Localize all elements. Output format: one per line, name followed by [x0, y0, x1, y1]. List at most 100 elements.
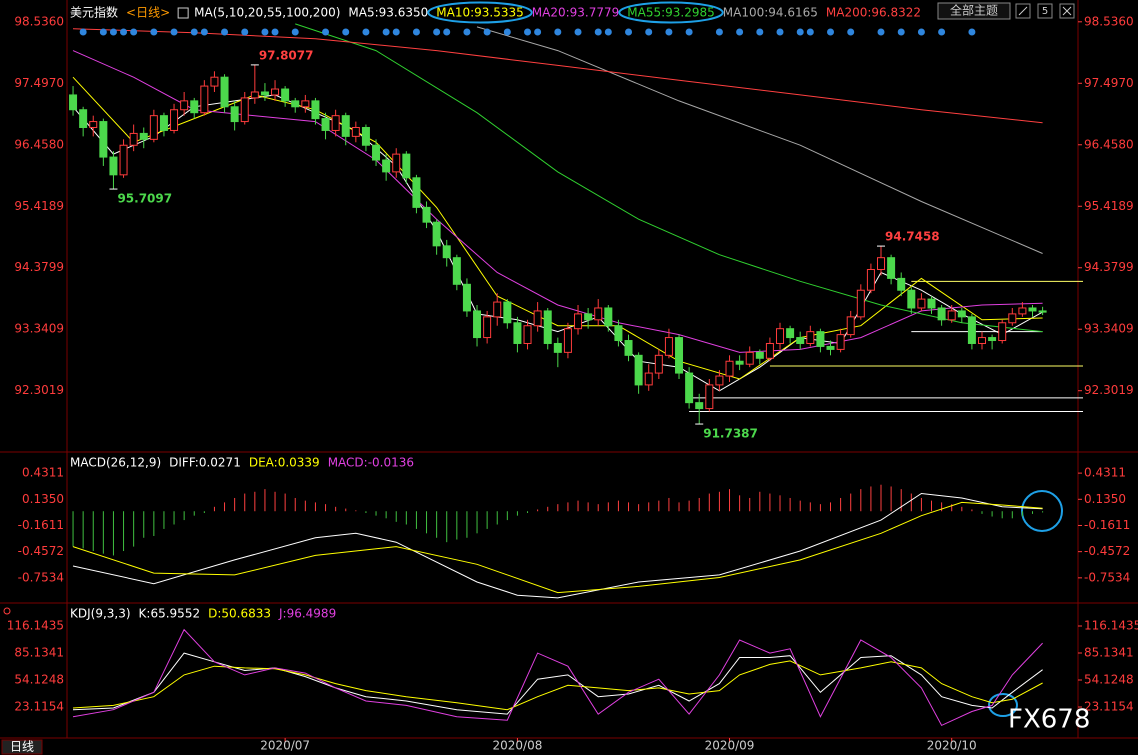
signal-dot — [109, 28, 117, 36]
y-tick-label: 97.4970 — [14, 76, 64, 90]
signal-dot — [382, 28, 390, 36]
candle-body — [129, 132, 138, 146]
candle-body — [321, 118, 330, 131]
candle-body — [372, 144, 381, 161]
candle-body — [826, 345, 835, 350]
signal-dot — [342, 28, 350, 36]
candle-body — [856, 289, 865, 318]
y-tick-label: -0.7534 — [18, 570, 64, 584]
signal-dot — [362, 28, 370, 36]
signal-dot — [150, 28, 158, 36]
y-tick-label: -0.4572 — [18, 544, 64, 558]
indicator-label: MA(5,10,20,55,100,200) — [194, 6, 340, 20]
candle-body — [705, 384, 714, 410]
signal-dot — [433, 28, 441, 36]
x-tick-label: 2020/08 — [492, 739, 542, 753]
signal-dot — [534, 28, 542, 36]
signal-dot — [190, 28, 198, 36]
candle-body — [917, 298, 926, 309]
candle-body — [361, 126, 370, 146]
signal-dot — [463, 28, 471, 36]
candle-body — [786, 328, 795, 339]
signal-dot — [120, 28, 128, 36]
candle-body — [402, 153, 411, 179]
candle-body — [412, 177, 421, 208]
extreme-label: 97.8077 — [259, 48, 314, 62]
signal-dot — [392, 28, 400, 36]
candle-body — [159, 115, 168, 131]
candle-body — [594, 307, 603, 321]
candle-body — [382, 159, 391, 173]
candle-body — [230, 106, 239, 123]
theme-button[interactable] — [937, 2, 1011, 20]
candle-body — [755, 351, 764, 359]
signal-dot — [322, 28, 330, 36]
panel-icon — [177, 7, 189, 19]
y-tick-label: -0.4572 — [1084, 544, 1130, 558]
legend-item: MA20:93.7779 — [532, 6, 620, 20]
candle-body — [341, 115, 350, 137]
signal-dot — [776, 28, 784, 36]
period-tab[interactable] — [1, 739, 43, 755]
x-tick-label: 2020/07 — [260, 739, 310, 753]
signal-dot — [625, 28, 633, 36]
signal-dot — [756, 28, 764, 36]
panel-title: 美元指数 — [70, 5, 118, 20]
candle-body — [563, 328, 572, 353]
candle-body — [664, 337, 673, 356]
candle-body — [513, 322, 522, 344]
y-tick-label: 23.1154 — [1084, 699, 1134, 713]
candle-body — [634, 354, 643, 386]
candle-body — [806, 331, 815, 344]
signal-dot — [665, 28, 673, 36]
candle-body — [473, 310, 482, 339]
period-tab-label[interactable]: 日线 — [10, 740, 34, 754]
candle-body — [119, 144, 128, 176]
y-tick-label: 0.4311 — [1084, 466, 1126, 480]
panel-icon[interactable] — [3, 607, 11, 615]
y-tick-label: 0.1350 — [22, 492, 64, 506]
y-tick-label: 94.3799 — [14, 260, 64, 274]
candle-body — [796, 337, 805, 344]
legend-item: MA10:93.5335 — [436, 6, 524, 20]
legend-item: MACD:-0.0136 — [328, 456, 414, 470]
y-tick-label: 95.4189 — [1084, 199, 1134, 213]
candle-body — [675, 337, 684, 374]
y-tick-label: 95.4189 — [14, 199, 64, 213]
highlight-ellipse — [427, 1, 533, 24]
y-tick-label: 93.3409 — [1084, 322, 1134, 336]
signal-dot — [291, 28, 299, 36]
candle-body — [462, 283, 471, 312]
candle-body — [735, 360, 744, 365]
candle-body — [331, 115, 340, 131]
candle-body — [210, 76, 219, 87]
candle-body — [1008, 313, 1017, 324]
signal-dot — [221, 28, 229, 36]
icon-button[interactable] — [1059, 3, 1075, 19]
macd-line — [72, 501, 1043, 594]
candle-body — [69, 94, 78, 111]
signal-dot — [645, 28, 653, 36]
x-tick-label: 2020/10 — [927, 739, 977, 753]
candle-body — [715, 375, 724, 386]
candle-body — [220, 76, 229, 108]
candle-body — [836, 334, 845, 350]
candle-body — [957, 310, 966, 318]
kdj-line — [72, 660, 1043, 711]
kdj-line — [72, 628, 1043, 727]
candle-body — [685, 372, 694, 404]
candle-body — [866, 269, 875, 291]
signal-dot — [827, 28, 835, 36]
candle-body — [553, 342, 562, 353]
candle-body — [422, 206, 431, 223]
theme-button-label[interactable]: 全部主题 — [950, 3, 998, 18]
candle-body — [281, 88, 290, 102]
icon-button[interactable] — [1015, 3, 1031, 19]
candle-body — [99, 121, 108, 158]
candle-body — [1028, 307, 1037, 312]
panel-title: MACD(26,12,9) — [70, 456, 161, 470]
icon-button[interactable] — [1037, 3, 1053, 19]
icon-glyph — [1018, 6, 1028, 16]
signal-dot — [897, 28, 905, 36]
